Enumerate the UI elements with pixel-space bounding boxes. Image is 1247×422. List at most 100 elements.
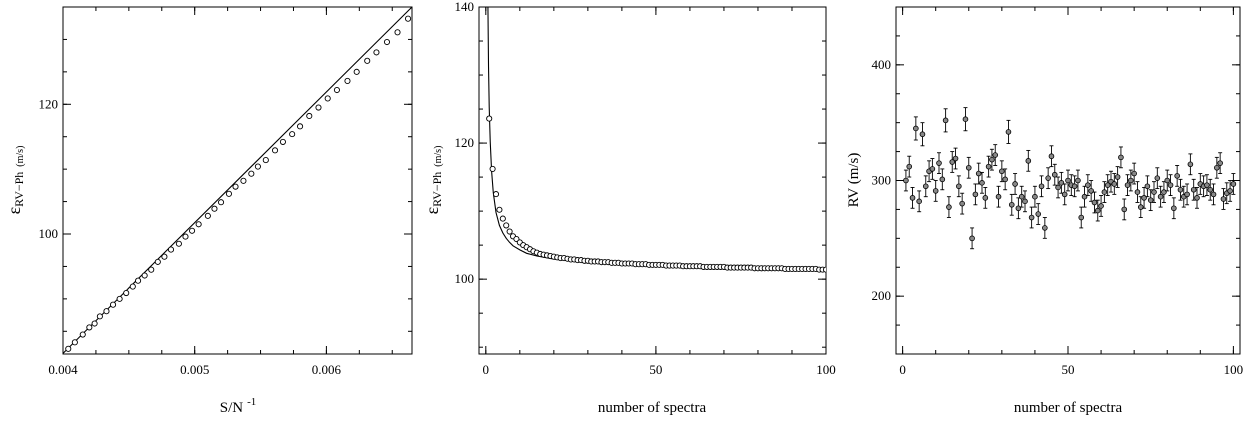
data-point bbox=[946, 204, 952, 210]
data-point bbox=[1157, 193, 1164, 200]
x-tick-label: 50 bbox=[1062, 362, 1075, 377]
data-point bbox=[324, 95, 331, 102]
data-point bbox=[1104, 182, 1111, 188]
data-point bbox=[96, 313, 103, 320]
y-axis-title: εRV−Ph(m/s) bbox=[422, 146, 444, 215]
y-tick-label: 100 bbox=[39, 226, 59, 241]
tick-marks bbox=[62, 6, 412, 354]
data-point bbox=[492, 191, 500, 198]
data-point bbox=[1028, 214, 1035, 221]
data-point bbox=[217, 199, 225, 206]
data-point bbox=[116, 295, 123, 302]
data-point bbox=[182, 233, 189, 240]
data-point bbox=[486, 115, 493, 122]
data-point bbox=[1005, 129, 1012, 135]
data-point bbox=[1042, 225, 1048, 231]
data-point bbox=[123, 289, 130, 297]
data-point bbox=[1078, 214, 1085, 221]
panel-rv-vs-nspectra: 0 50 100 200 300 400 number of spectra RV (m/… bbox=[846, 6, 1244, 416]
data-point bbox=[1147, 197, 1154, 203]
data-point bbox=[65, 345, 72, 352]
data-point bbox=[1035, 211, 1042, 217]
y-tick-label: 400 bbox=[872, 57, 892, 72]
data-point bbox=[1032, 193, 1038, 200]
data-point bbox=[985, 163, 992, 170]
data-point bbox=[1065, 177, 1071, 184]
data-point bbox=[959, 200, 965, 207]
data-point bbox=[71, 339, 78, 346]
y-tick-label: 300 bbox=[872, 173, 892, 188]
data-point bbox=[922, 183, 929, 190]
data-point bbox=[404, 15, 412, 22]
data-point bbox=[161, 253, 168, 260]
data-point bbox=[1131, 170, 1137, 177]
data-point bbox=[1194, 195, 1200, 201]
data-point bbox=[1075, 177, 1081, 184]
data-point bbox=[1008, 201, 1015, 208]
y-tick-label: 140 bbox=[455, 0, 475, 14]
x-axis-title: number of spectra bbox=[1014, 400, 1123, 416]
plot-marks bbox=[63, 7, 412, 354]
x-axis-title: S/N -1 bbox=[220, 396, 257, 416]
data-point bbox=[1071, 183, 1078, 190]
data-point bbox=[1220, 196, 1227, 202]
data-point bbox=[1055, 184, 1061, 191]
data-point bbox=[1230, 181, 1237, 187]
data-point bbox=[1002, 176, 1008, 183]
data-point bbox=[1048, 153, 1055, 160]
data-point bbox=[189, 227, 196, 234]
data-point bbox=[999, 168, 1005, 175]
data-point bbox=[240, 177, 247, 184]
data-point bbox=[909, 195, 916, 201]
data-point bbox=[1161, 189, 1167, 195]
data-point bbox=[1164, 177, 1171, 184]
plot-marks bbox=[486, 7, 826, 273]
y-tick-label: 200 bbox=[872, 288, 892, 303]
data-point bbox=[1012, 181, 1018, 187]
data-point bbox=[1124, 182, 1131, 188]
data-point bbox=[1184, 191, 1190, 198]
x-tick-label: 100 bbox=[816, 362, 836, 377]
data-point bbox=[1217, 160, 1223, 166]
data-point bbox=[496, 206, 503, 213]
tick-marks bbox=[896, 6, 1240, 355]
data-point bbox=[373, 49, 380, 56]
y-axis-title: RV (m/s) bbox=[846, 153, 862, 208]
data-point bbox=[1058, 180, 1065, 186]
y-tick-label: 120 bbox=[39, 96, 59, 111]
data-point bbox=[1114, 174, 1121, 180]
data-point bbox=[506, 228, 513, 235]
data-point bbox=[344, 77, 351, 84]
tick-labels: 0 50 100 200 300 400 bbox=[872, 57, 1244, 377]
data-point bbox=[969, 235, 975, 242]
y-tick-label: 100 bbox=[455, 271, 475, 286]
tick-marks bbox=[479, 6, 827, 354]
data-point bbox=[982, 195, 989, 201]
data-point bbox=[394, 29, 401, 36]
y-axis-title: εRV−Ph(m/s) bbox=[4, 146, 26, 215]
data-point bbox=[175, 240, 182, 247]
data-point bbox=[141, 272, 148, 279]
data-point bbox=[1144, 183, 1151, 190]
data-point bbox=[254, 163, 261, 170]
data-point bbox=[1098, 203, 1104, 209]
data-point bbox=[903, 177, 909, 184]
data-point bbox=[306, 112, 313, 120]
data-point bbox=[1094, 207, 1101, 214]
data-point bbox=[1101, 189, 1108, 195]
x-tick-label: 50 bbox=[649, 362, 662, 377]
x-tick-label: 0 bbox=[483, 362, 490, 377]
data-point bbox=[167, 246, 175, 253]
data-point bbox=[262, 157, 269, 164]
data-point bbox=[79, 331, 86, 338]
data-point bbox=[1171, 205, 1177, 212]
data-point bbox=[822, 266, 826, 273]
data-point bbox=[315, 104, 322, 111]
data-point bbox=[952, 155, 959, 162]
data-point bbox=[906, 163, 913, 170]
data-point bbox=[962, 116, 969, 122]
data-point bbox=[91, 320, 98, 327]
data-point bbox=[1227, 188, 1233, 194]
data-point bbox=[919, 131, 926, 138]
data-point bbox=[956, 183, 962, 190]
